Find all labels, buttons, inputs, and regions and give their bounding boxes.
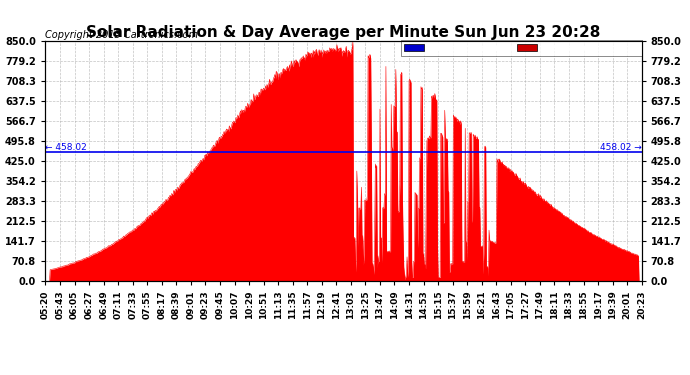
Text: 458.02 →: 458.02 → [600,143,642,152]
Legend: Median (w/m2), Radiation (w/m2): Median (w/m2), Radiation (w/m2) [402,40,642,56]
Text: ← 458.02: ← 458.02 [45,143,87,152]
Text: Copyright 2013 Cartronics.com: Copyright 2013 Cartronics.com [45,30,198,40]
Title: Solar Radiation & Day Average per Minute Sun Jun 23 20:28: Solar Radiation & Day Average per Minute… [86,25,600,40]
